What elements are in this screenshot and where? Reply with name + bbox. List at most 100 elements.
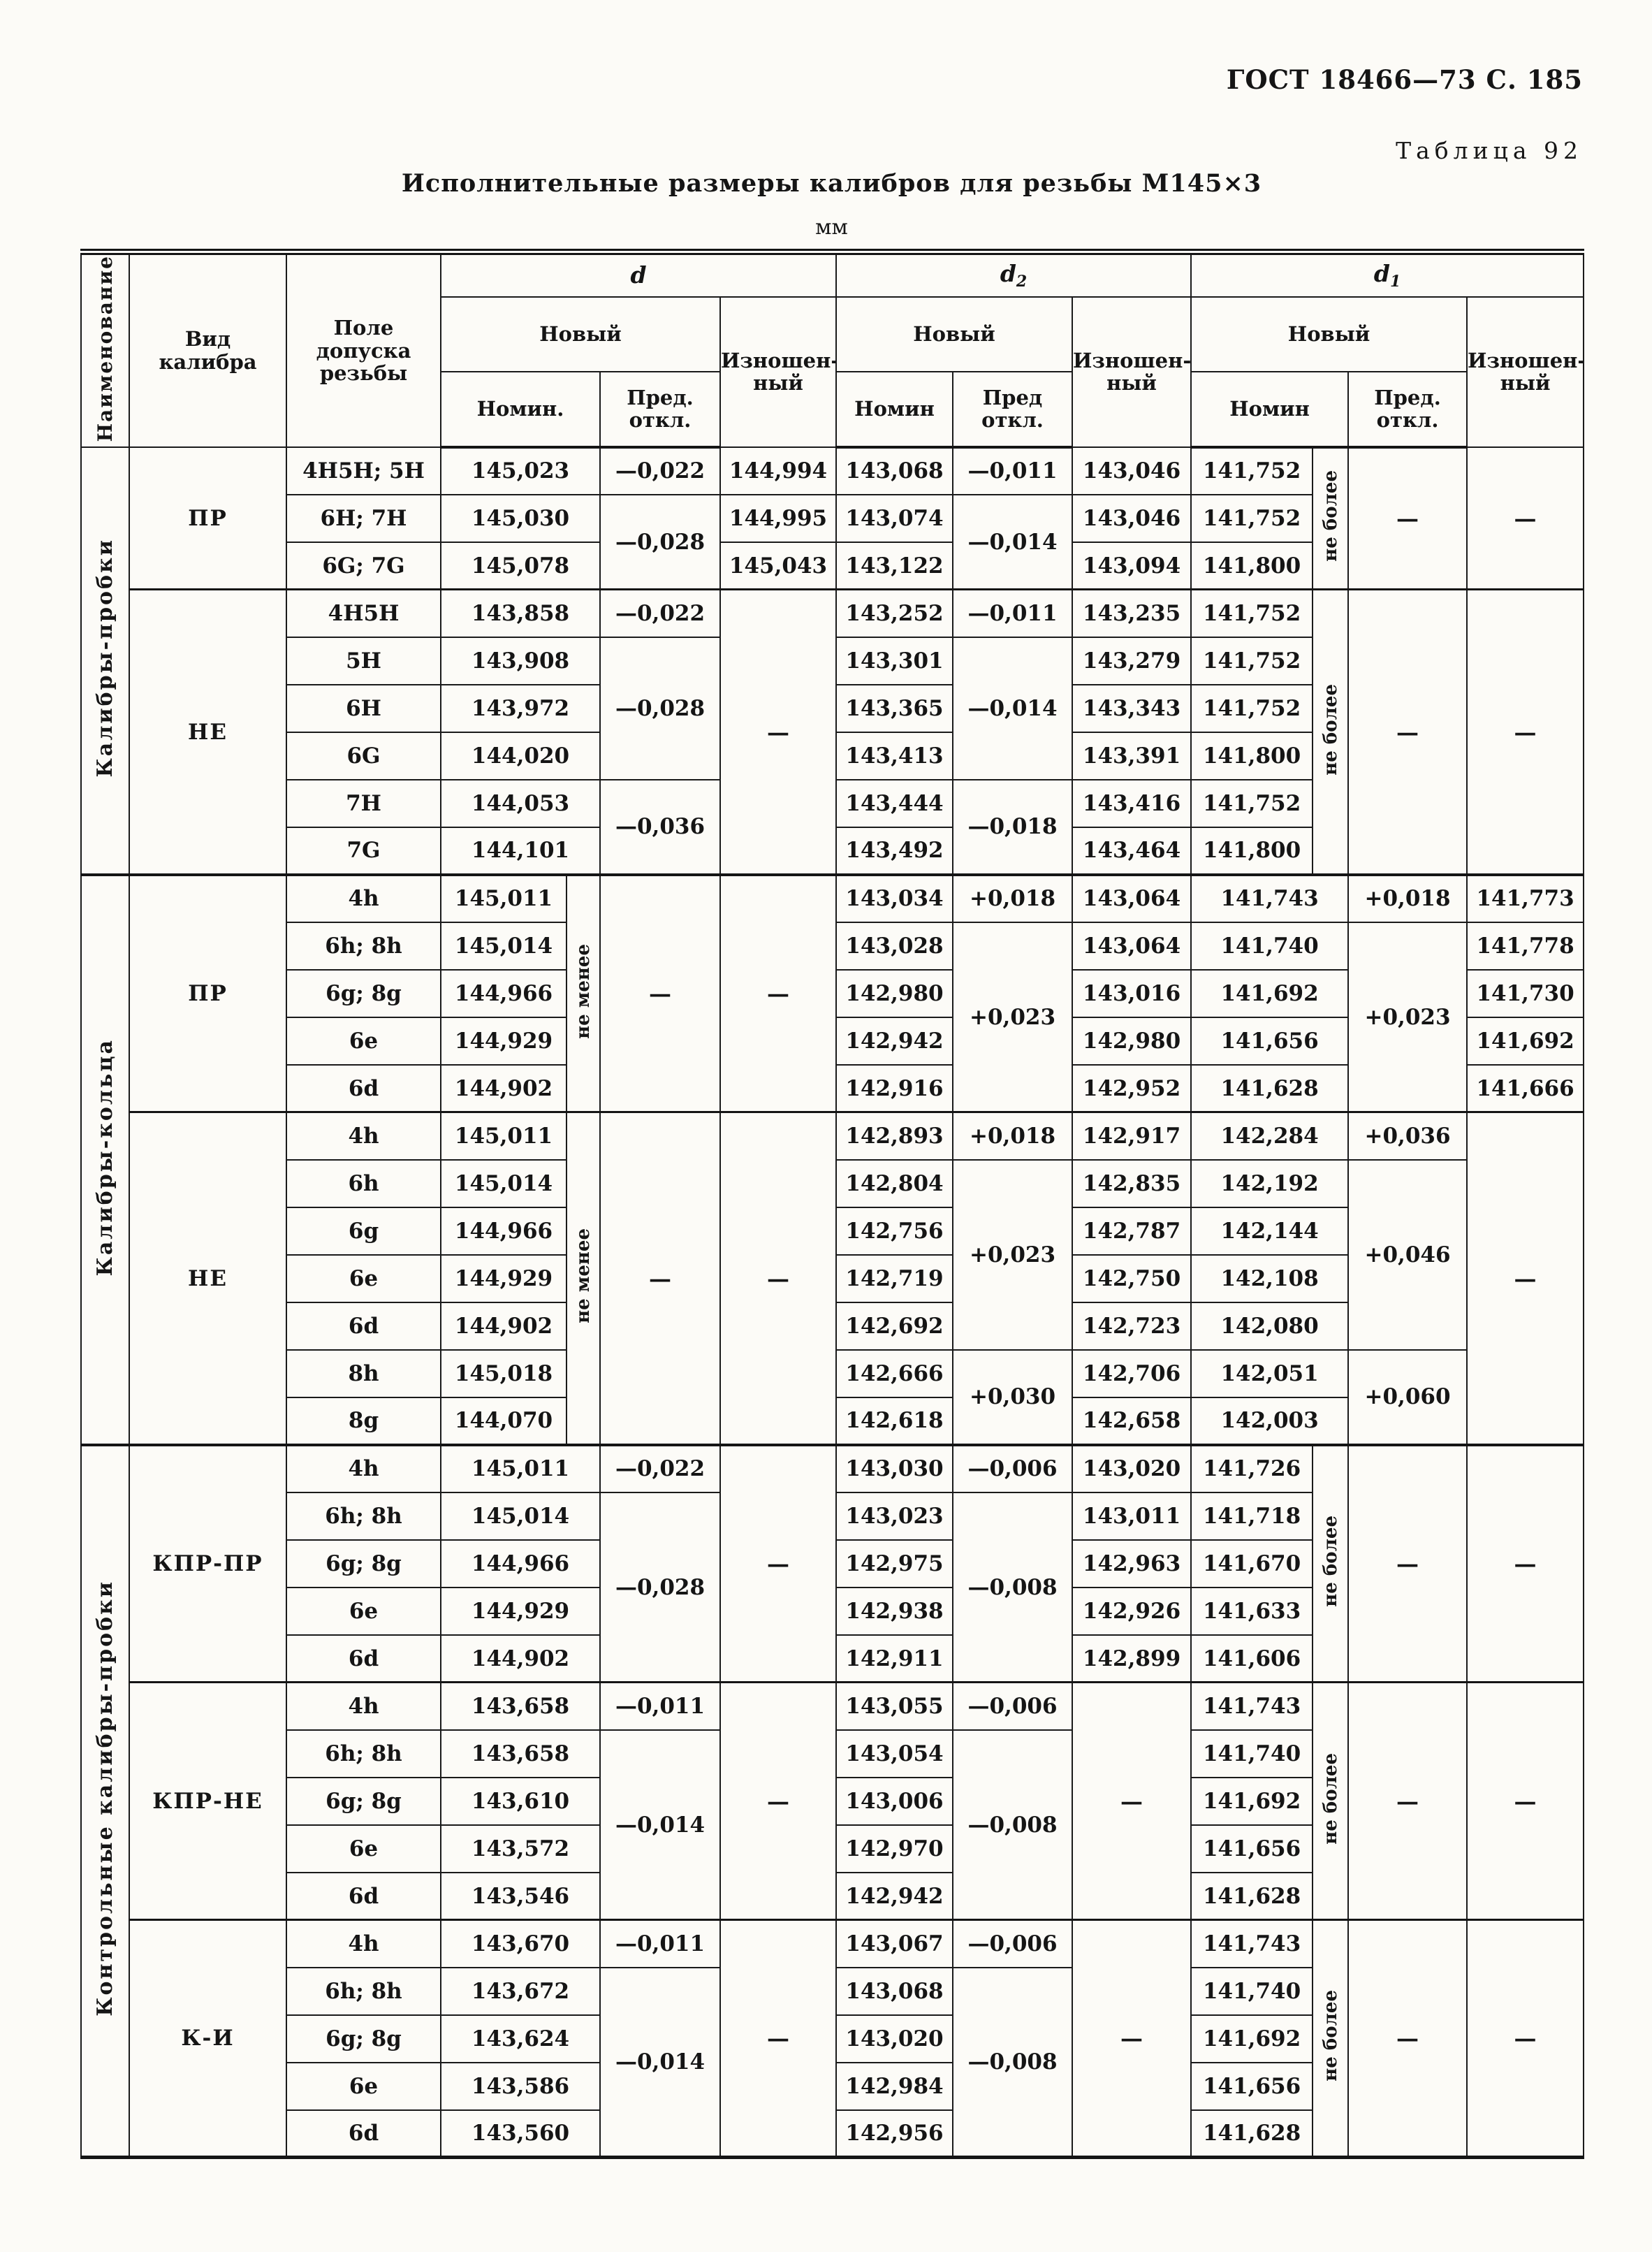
d1-deviation: — (1347, 446, 1468, 590)
tolerance-field: 6H (286, 683, 441, 733)
d2-deviation: +0,018 (952, 873, 1074, 923)
tolerance-field: 6e (286, 2061, 441, 2111)
d1-worn: — (1466, 1443, 1585, 1683)
d2-nominal: 143,034 (835, 873, 954, 923)
d1-nominal: 141,692 (1190, 968, 1350, 1018)
d2-worn: 142,750 (1072, 1254, 1192, 1303)
d2-nominal: 143,006 (835, 1776, 954, 1826)
table-row: НЕ 4h 145,011 не менее — —142,893 +0,018 142,91… (81, 1111, 1585, 1446)
table-row: Контрольные калибры-пробки КПР-ПР 4h 145,01… (80, 1443, 1585, 2158)
d1-nominal: 141,692 (1190, 1776, 1314, 1826)
table-row: 6H; 7H 145,030 —0,028 144,995 143,074 —0,014 1… (81, 493, 1584, 590)
tolerance-field: 5H (286, 636, 441, 685)
d2-deviation: —0,011 (952, 446, 1074, 495)
d-worn: — (719, 588, 838, 876)
d-worn: — (719, 1111, 838, 1446)
d2-worn: 142,723 (1072, 1301, 1192, 1351)
d1-deviation: — (1347, 1919, 1468, 2158)
d-nominal: 143,658 (440, 1681, 601, 1731)
gauge-kind: К-И (129, 1919, 287, 2158)
table-row: 7H 144,053 —0,036 143,444 —0,018 143,416 141,7… (81, 778, 1584, 876)
gauge-kind: НЕ (129, 588, 287, 876)
d2-nominal: 143,055 (835, 1681, 954, 1731)
table-row: 6e 144,929 142,942 142,980 141,656 141,692 (81, 1016, 1585, 1066)
d1-note: не более (1312, 1443, 1350, 1683)
table-row: К-И 4h 143,670 —0,011—143,067 —0,006—141,743… (81, 1919, 1585, 2158)
gauge-kind: КПР-НЕ (129, 1681, 287, 1921)
d-deviation: —0,014 (599, 1966, 721, 2158)
tolerance-field: 6h; 8h (286, 1491, 441, 1541)
d2-nominal: 142,893 (835, 1111, 954, 1161)
tolerance-field: 8g (286, 1396, 441, 1446)
d1-nominal: 141,726 (1190, 1443, 1314, 1493)
col-d2-nominal: Номин (835, 370, 954, 449)
tolerance-field: 4H5H; 5H (286, 446, 441, 495)
d1-deviation: — (1347, 1443, 1468, 1683)
d2-nominal: 142,975 (835, 1539, 954, 1588)
gauge-kind: ПР (129, 873, 287, 1113)
table-row: 6h 145,014 142,804 +0,023 142,835 142,192 +0,0… (81, 1158, 1584, 1351)
d1-worn: — (1466, 588, 1585, 876)
d2-nominal: 142,942 (835, 1871, 954, 1921)
table-row: 6e 143,586 142,984 141,656 (81, 2061, 1584, 2111)
tolerance-field: 7G (286, 826, 441, 876)
table-row: 6g; 8g 144,966 142,980 143,016 141,692 141,73… (81, 968, 1585, 1018)
col-tolerance-field: Поле допуска резьбы (286, 251, 441, 448)
d1-nominal: 142,051 (1190, 1349, 1350, 1398)
tolerance-field: 8h (286, 1349, 441, 1398)
d2-worn: 143,416 (1072, 778, 1192, 828)
d2-worn: 143,011 (1072, 1491, 1192, 1541)
d1-nominal: 141,800 (1190, 826, 1314, 876)
header-row-1: Наименование Вид калибра Поле допуска ре… (80, 251, 1585, 448)
d2-worn: 142,658 (1072, 1396, 1192, 1446)
d1-worn: 141,666 (1466, 1063, 1585, 1113)
d2-worn: 143,016 (1072, 968, 1192, 1018)
d2-worn: 142,917 (1072, 1111, 1192, 1161)
d-nominal: 143,546 (440, 1871, 601, 1921)
table-row: 6d 143,560 142,956 141,628 (81, 2109, 1584, 2158)
d-deviation: —0,022 (599, 446, 721, 495)
d1-nominal: 142,003 (1190, 1396, 1350, 1446)
d-nominal: 145,014 (440, 1158, 567, 1208)
tolerance-field: 6d (286, 1063, 441, 1113)
d1-worn: 141,730 (1466, 968, 1585, 1018)
col-d2-new: Новый (835, 296, 1074, 372)
tolerance-field: 6G; 7G (286, 541, 441, 590)
table-row: 6g 144,966 142,756 142,787 142,144 (81, 1206, 1584, 1256)
d2-nominal: 142,984 (835, 2061, 954, 2111)
d-nominal: 144,101 (440, 826, 601, 876)
d2-deviation: —0,014 (952, 636, 1074, 780)
d1-nominal: 141,692 (1190, 2014, 1314, 2063)
d-nominal: 144,053 (440, 778, 601, 828)
d2-nominal: 143,492 (835, 826, 954, 876)
d1-deviation: +0,018 (1347, 873, 1468, 923)
d-deviation: —0,022 (599, 588, 721, 638)
d2-nominal: 143,413 (835, 731, 954, 780)
col-d-new: Новый (440, 296, 721, 372)
d1-nominal: 141,628 (1190, 2109, 1314, 2158)
d1-deviation: +0,023 (1347, 921, 1468, 1113)
d2-worn: 142,787 (1072, 1206, 1192, 1256)
d1-nominal: 141,740 (1190, 1966, 1314, 2016)
d-nominal: 143,972 (440, 683, 601, 733)
d-worn: — (719, 873, 838, 1113)
d-worn: — (719, 1443, 838, 1683)
table-row: 6e 143,572 142,970 141,656 (81, 1824, 1584, 1873)
table-row: 6h; 8h 143,672 —0,014 143,068 —0,008 141,740 (81, 1966, 1584, 2158)
tolerance-field: 4h (286, 1919, 441, 1968)
d-nominal: 145,030 (440, 493, 601, 543)
d1-nominal: 141,740 (1190, 1729, 1314, 1778)
d-nominal: 145,014 (440, 921, 567, 971)
d2-worn: 143,094 (1072, 541, 1192, 590)
d2-nominal: 143,068 (835, 446, 954, 495)
tolerance-field: 6d (286, 1634, 441, 1683)
d2-worn: 142,963 (1072, 1539, 1192, 1588)
d2-nominal: 143,030 (835, 1443, 954, 1493)
d2-deviation: +0,030 (952, 1349, 1074, 1446)
d2-worn: 143,235 (1072, 588, 1192, 638)
gauge-dimensions-table: Наименование Вид калибра Поле допуска ре… (80, 249, 1585, 2160)
d1-note: не более (1312, 588, 1350, 876)
tolerance-field: 6d (286, 1871, 441, 1921)
header-row-2: Новый Изношен- ный Новый Изношен- ный Но… (81, 296, 1585, 448)
tolerance-field: 6h (286, 1158, 441, 1208)
